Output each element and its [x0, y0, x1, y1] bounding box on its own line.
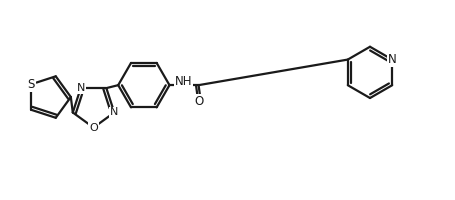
Text: N: N: [76, 83, 85, 93]
Text: O: O: [89, 123, 98, 133]
Text: O: O: [194, 95, 203, 108]
Text: NH: NH: [174, 75, 192, 88]
Text: N: N: [387, 53, 396, 66]
Text: S: S: [28, 78, 35, 91]
Text: N: N: [110, 107, 118, 117]
